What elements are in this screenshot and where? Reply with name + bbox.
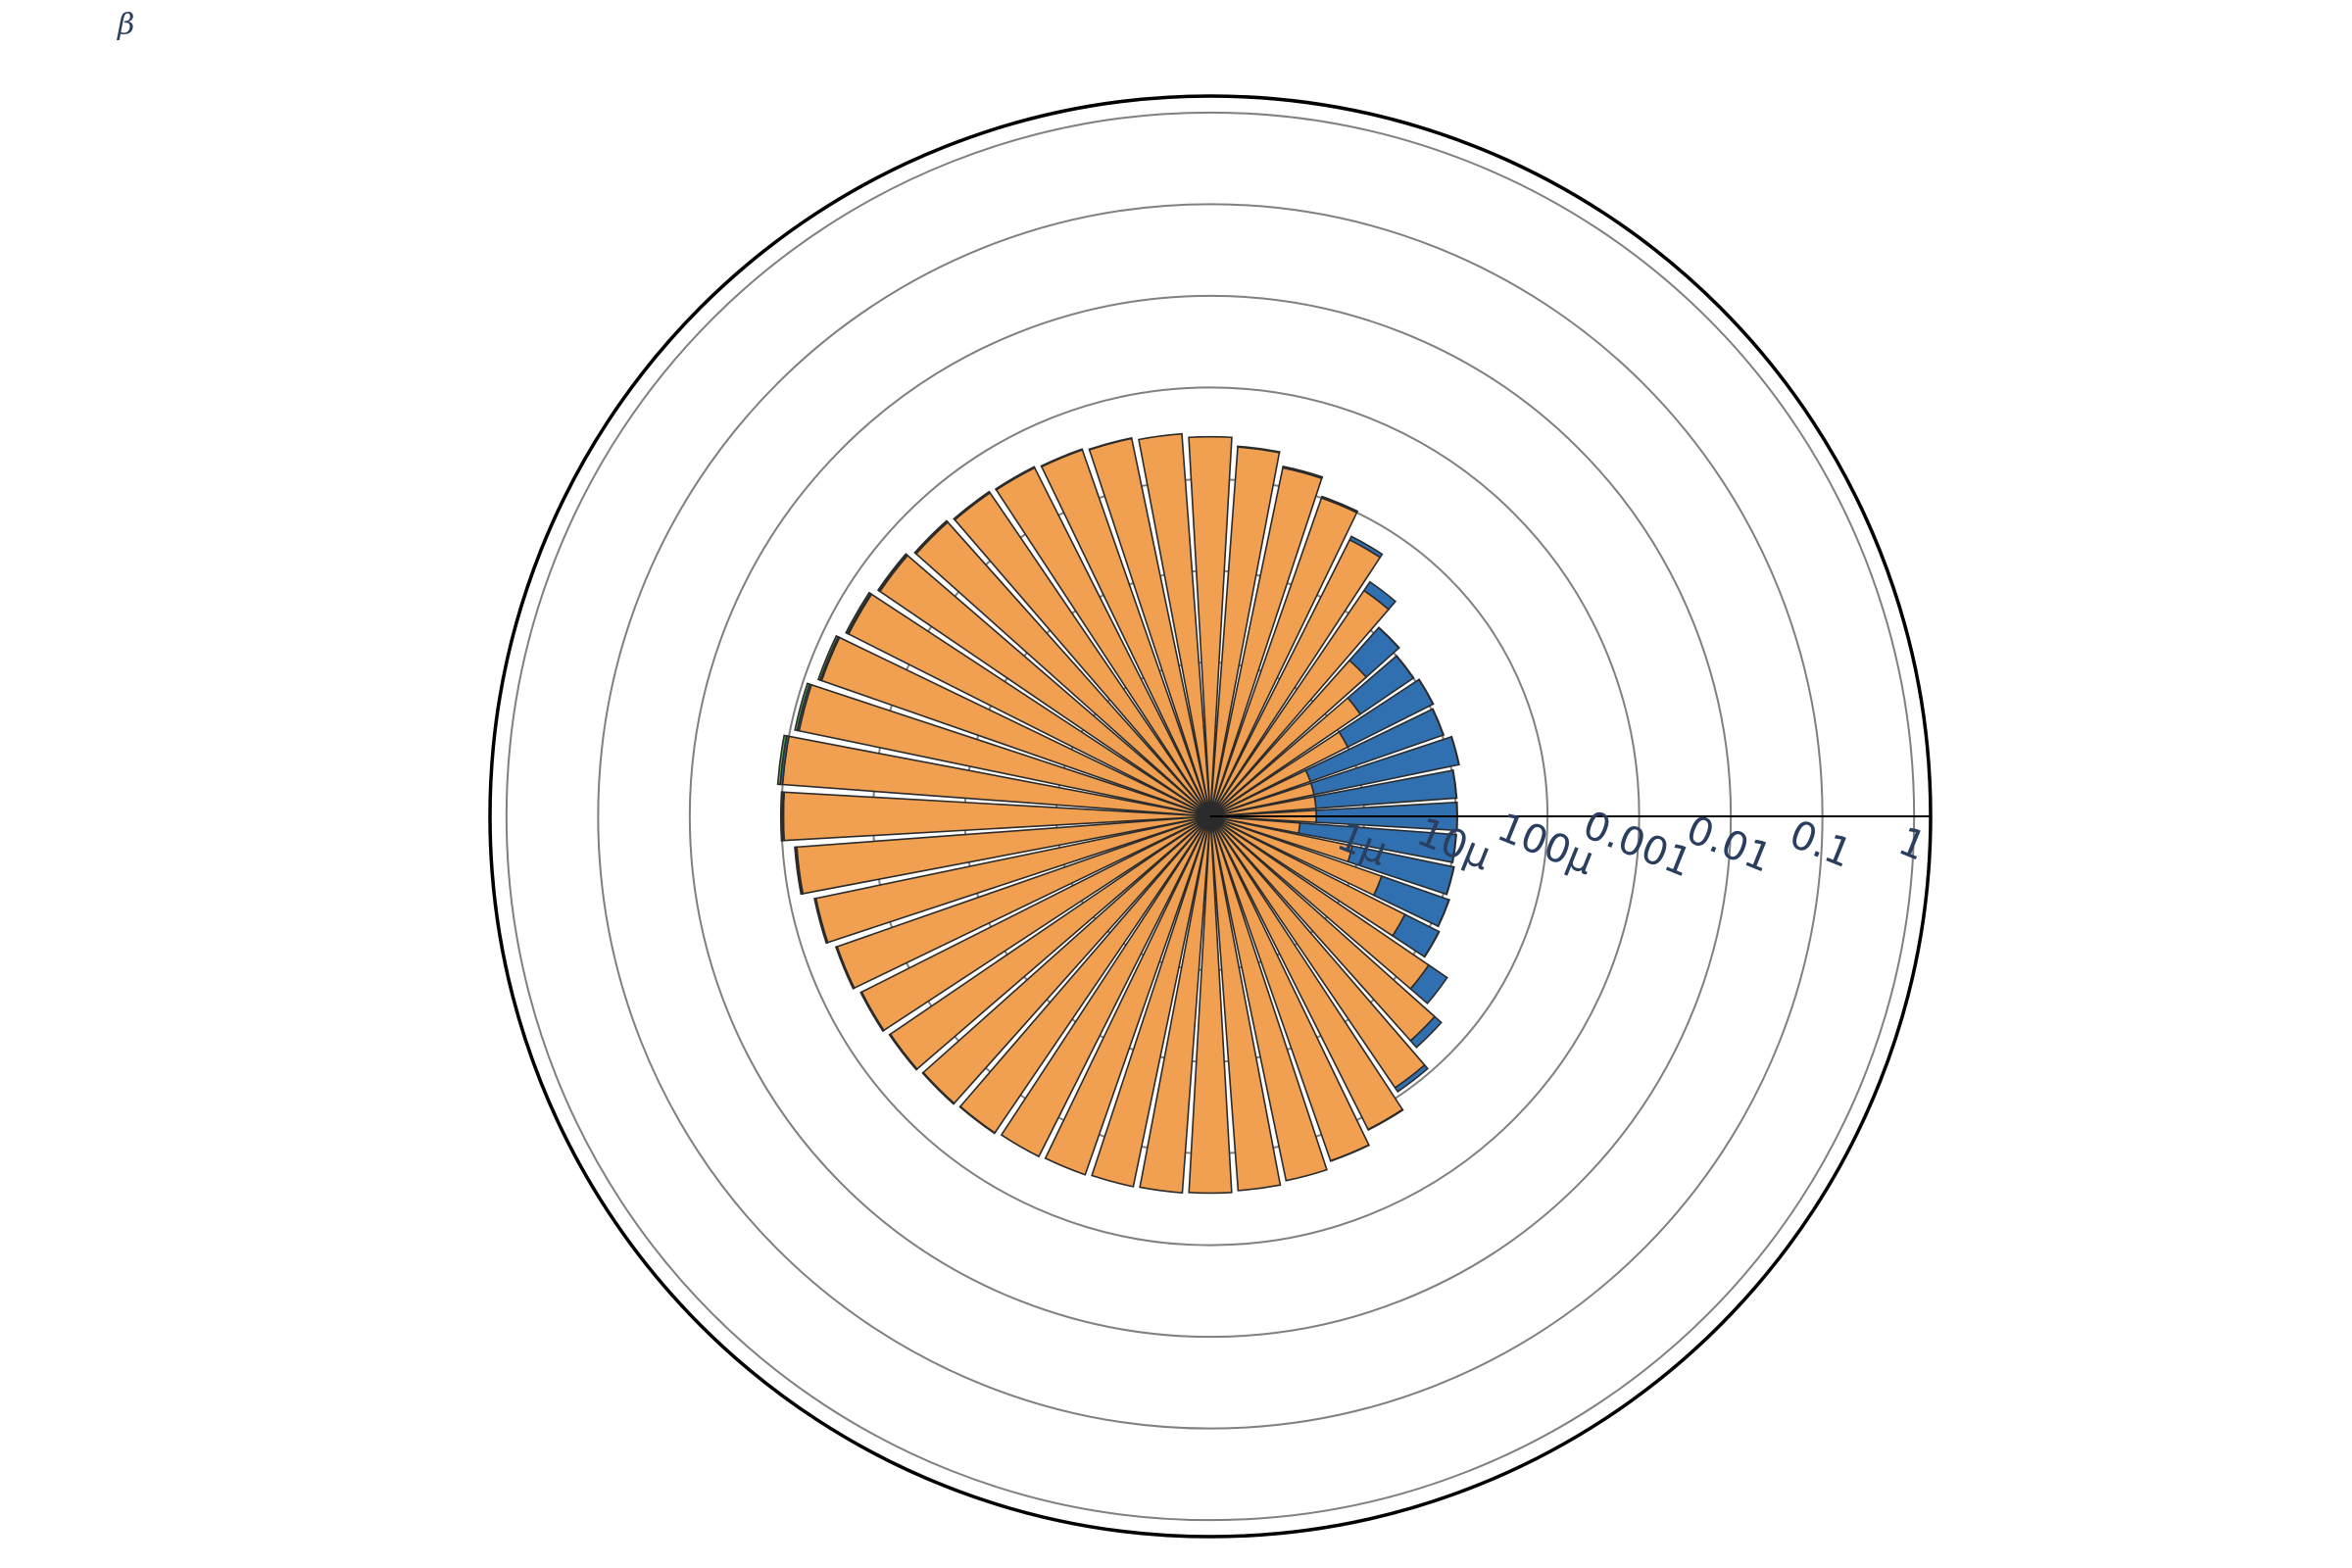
radial-tick-label: 1 [1892, 819, 1933, 870]
bar-segment-0 [1000, 815, 1211, 1158]
bar-segment-2 [1282, 465, 1324, 479]
bar-segment-2 [1417, 678, 1435, 706]
bar-segment-2 [776, 734, 788, 786]
bar-segment-1 [1409, 963, 1448, 1005]
bar-segment-2 [816, 634, 840, 681]
radial-tick-label: 0.001 [1577, 803, 1697, 887]
bar-segment-2 [845, 591, 872, 635]
bar-segment-2 [779, 791, 784, 842]
bar-segment-2 [1449, 735, 1460, 766]
bar-segment-2 [859, 991, 885, 1033]
bar-segment-2 [1395, 655, 1415, 680]
bar-segment-2 [1431, 708, 1446, 736]
bar-segment-1 [1362, 580, 1397, 611]
bar-segment-0 [1044, 815, 1211, 1176]
bar-segment-2 [834, 946, 856, 990]
bar-segment-1 [1409, 1015, 1443, 1049]
bar-segment-2 [888, 1033, 918, 1071]
bar-segment-2 [794, 682, 811, 732]
bar-segment-2 [794, 846, 804, 896]
radial-tick-label: 0.1 [1784, 811, 1858, 876]
bar-segment-2 [1088, 436, 1133, 451]
bar-segment-2 [1455, 801, 1459, 832]
bar-segment-0 [1188, 435, 1233, 817]
bar-segment-1 [1320, 495, 1359, 514]
bar-segment-0 [1209, 815, 1328, 1182]
bar-segment-2 [994, 466, 1036, 491]
bar-segment-1 [1366, 1108, 1404, 1132]
bar-segment-1 [1348, 535, 1384, 559]
bar-segment-2 [813, 897, 829, 945]
bar-segment-0 [1188, 815, 1233, 1195]
bar-segment-2 [876, 553, 908, 593]
bar-segment-0 [1091, 815, 1211, 1188]
bar-segment-2 [921, 1071, 956, 1105]
bar-segment-2 [1445, 865, 1455, 896]
bar-segment-0 [1138, 432, 1211, 817]
bar-segment-2 [1437, 899, 1450, 928]
bar-segment-1 [1394, 1063, 1429, 1094]
bars [776, 432, 1460, 1195]
bar-segment-0 [1139, 815, 1211, 1195]
bar-segment-2 [1451, 769, 1458, 800]
bar-segment-1 [1329, 1144, 1370, 1162]
bar-segment-2 [1423, 930, 1441, 958]
bar-segment-2 [958, 1105, 997, 1135]
bar-segment-2 [913, 519, 949, 555]
corner-label: β [118, 8, 135, 42]
bar-segment-2 [1040, 448, 1084, 467]
bar-segment-2 [1451, 833, 1457, 863]
bar-segment-0 [1209, 815, 1282, 1192]
bar-segment-2 [953, 490, 992, 521]
bar-segment-2 [1237, 445, 1281, 454]
bar-segment-2 [1377, 626, 1400, 650]
